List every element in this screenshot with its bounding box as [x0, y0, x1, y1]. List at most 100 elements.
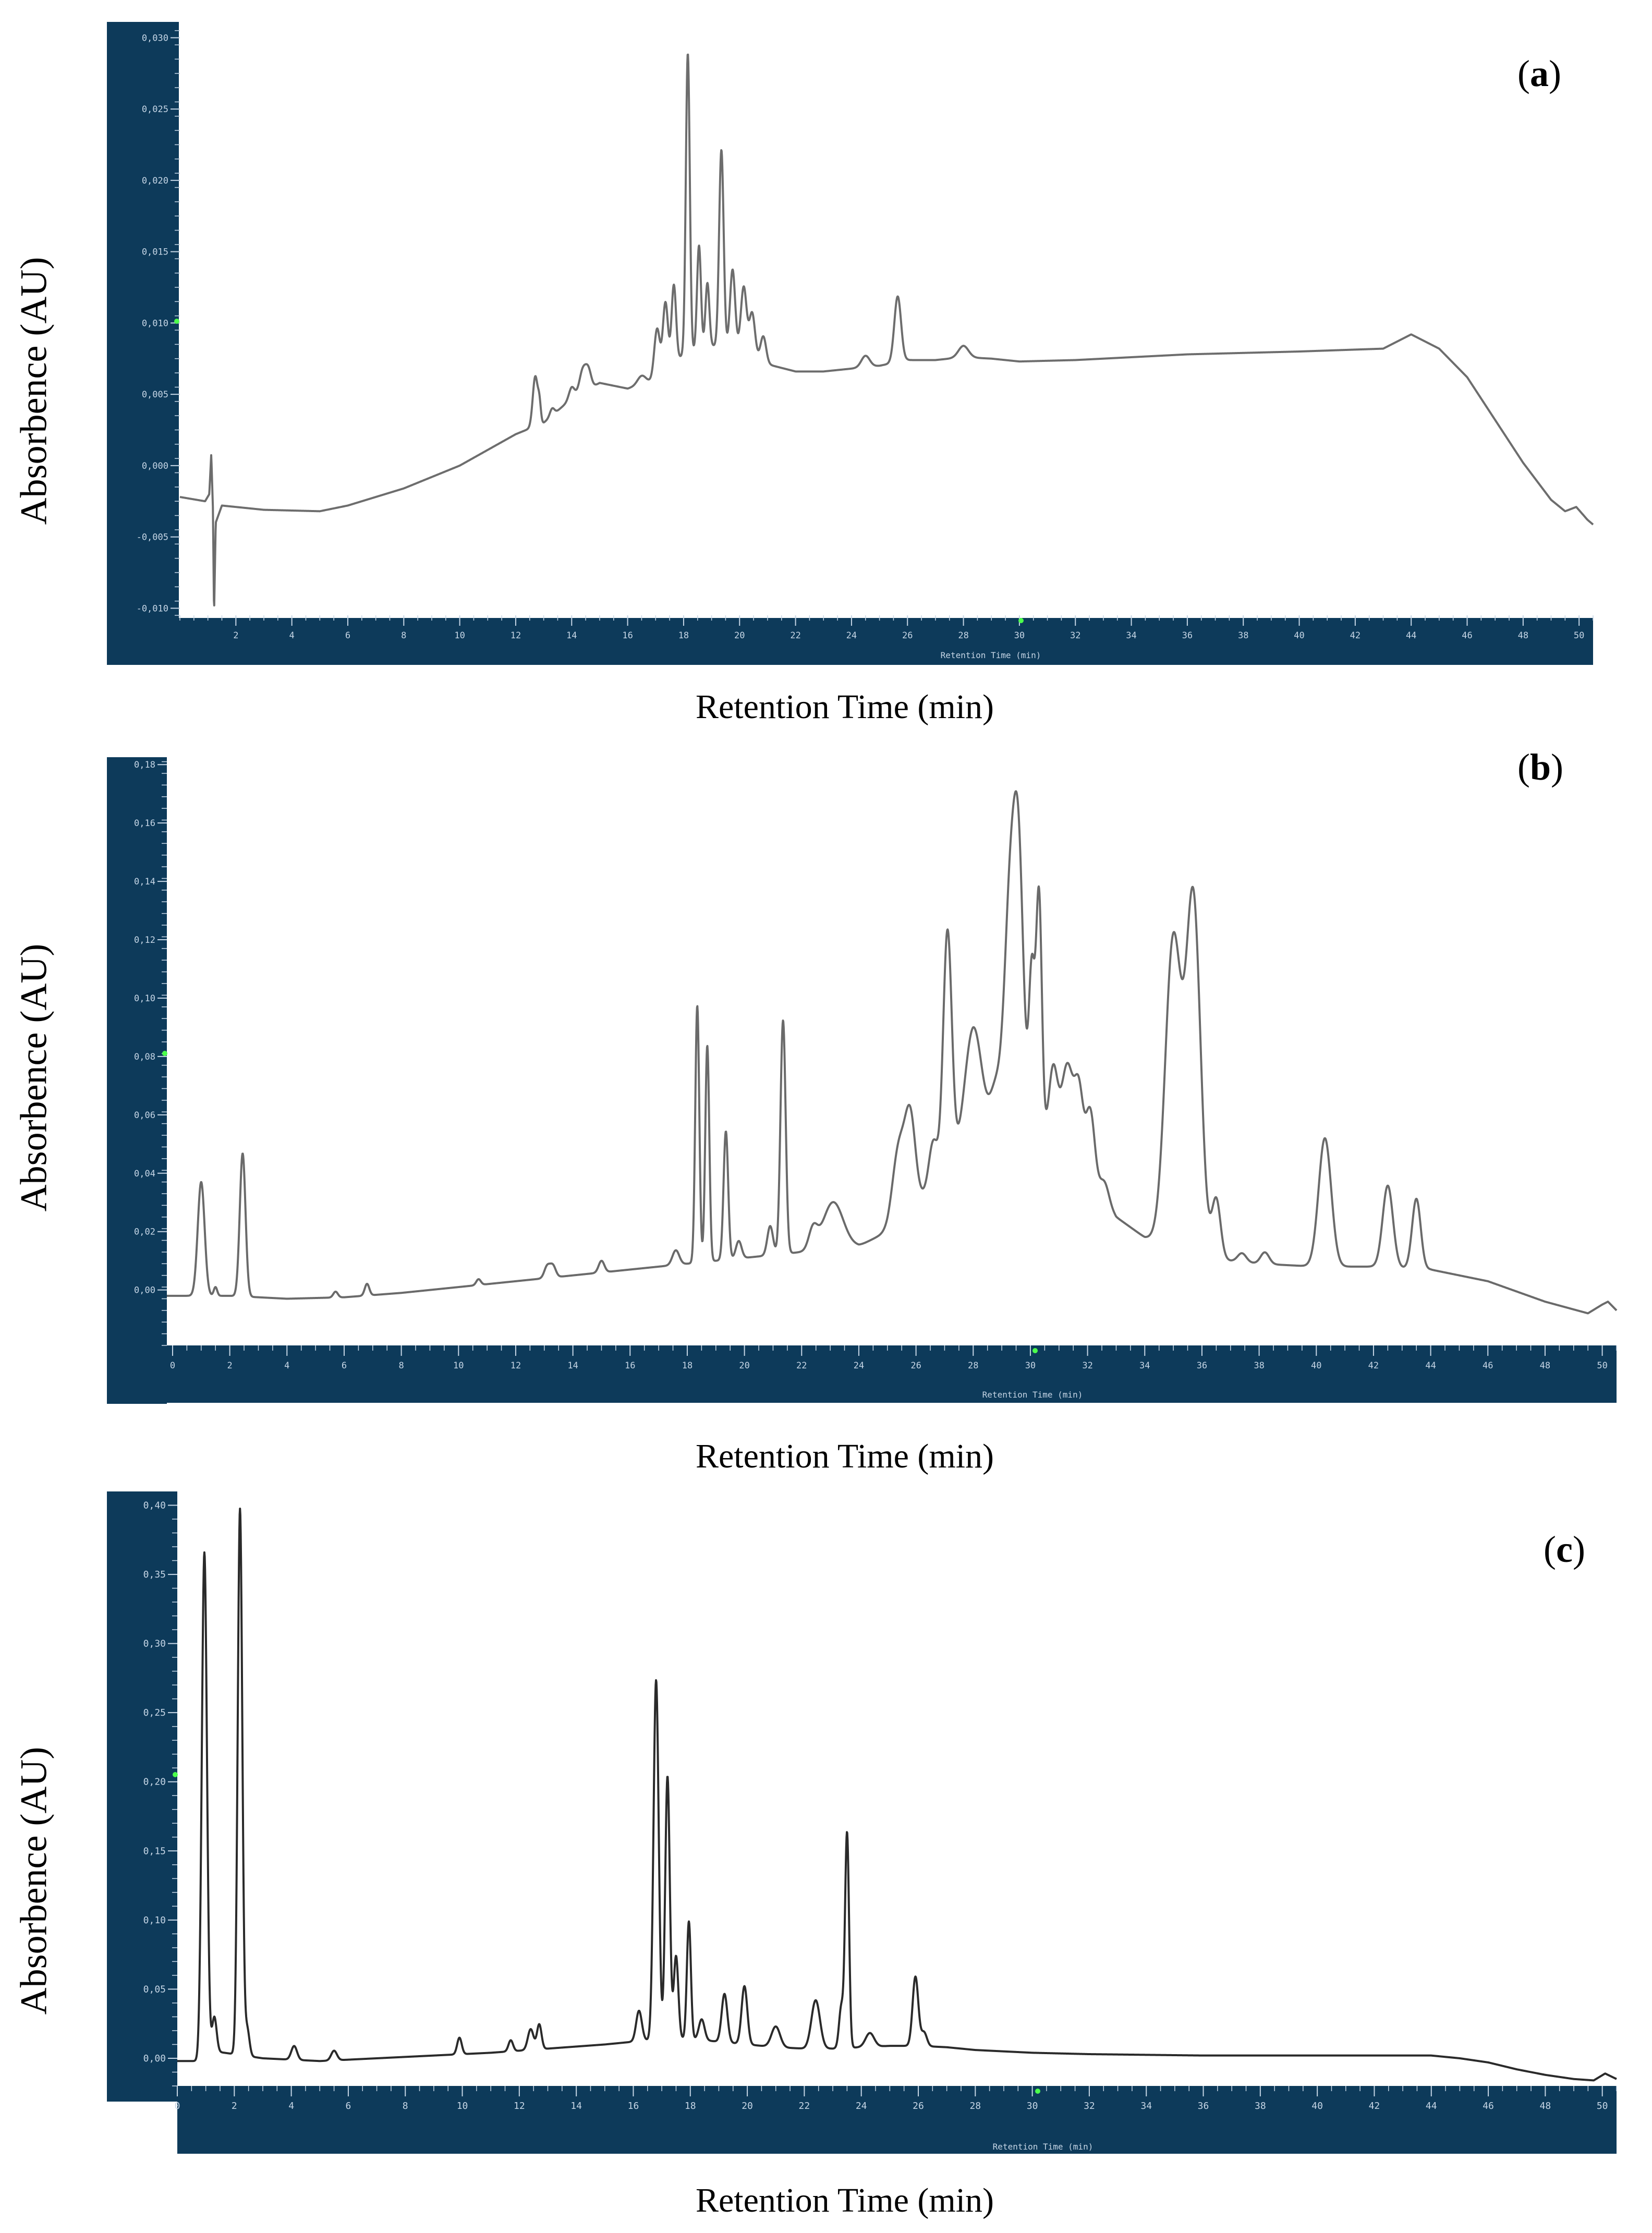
y-tick-label-c: 0,35 — [143, 1569, 166, 1580]
x-tick-label-c: 32 — [1084, 2101, 1095, 2111]
x-tick-label-b: 6 — [342, 1361, 347, 1371]
chromatogram-trace-c — [176, 1508, 1618, 2082]
x-tick-label-a: 30 — [1014, 630, 1025, 641]
x-tick-label-a: 4 — [289, 630, 295, 641]
x-tick-label-b: 26 — [910, 1361, 921, 1371]
x-cursor-marker-a — [1018, 618, 1024, 623]
x-tick-label-b: 22 — [796, 1361, 807, 1371]
y-cursor-marker-a — [174, 319, 179, 324]
y-tick-label-a: 0,005 — [142, 390, 168, 400]
x-tick-label-c: 46 — [1483, 2101, 1494, 2111]
x-tick-label-b: 40 — [1311, 1361, 1321, 1371]
y-tick-label-a: 0,030 — [142, 33, 168, 43]
y-tick-label-a: -0,010 — [137, 603, 168, 614]
chart-a: -0,010 -0,005 0,000 0,005 0,010 0,015 0,020 0,0… — [107, 22, 1594, 665]
x-tick-label-b: 4 — [284, 1361, 289, 1371]
x-cursor-marker-c — [1035, 2089, 1040, 2094]
x-tick-label-c: 28 — [969, 2101, 981, 2111]
x-tick-label-b: 16 — [625, 1361, 635, 1371]
x-tick-label-b: 44 — [1425, 1361, 1436, 1371]
x-tick-label-a: 12 — [511, 630, 521, 641]
x-tick-label-a: 24 — [846, 630, 857, 641]
y-tick-label-c: 0,20 — [143, 1777, 166, 1788]
panel-a: -0,010 -0,005 0,000 0,005 0,010 0,015 0,020 0,0… — [0, 0, 1652, 730]
x-tick-label-c: 14 — [570, 2101, 582, 2111]
y-tick-label-b: 0,14 — [134, 877, 155, 887]
panel-letter-b: b — [1529, 746, 1551, 788]
x-tick-label-c: 30 — [1027, 2101, 1038, 2111]
y-tick-label-a: 0,015 — [142, 247, 168, 258]
x-axis-band-b — [107, 1345, 1617, 1403]
x-tick-label-b: 18 — [682, 1361, 693, 1371]
chromatogram-trace-b — [166, 790, 1618, 1315]
x-tick-label-c: 24 — [856, 2101, 867, 2111]
x-axis-label-c: Retention Time (min) — [695, 2181, 994, 2219]
x-tick-label-a: 10 — [454, 630, 465, 641]
x-tick-label-b: 32 — [1082, 1361, 1092, 1371]
x-axis-band-a — [107, 618, 1593, 665]
y-tick-label-b: 0,12 — [134, 935, 155, 945]
x-axis-label-a: Retention Time (min) — [695, 688, 994, 726]
x-tick-label-a: 44 — [1406, 630, 1416, 641]
x-tick-label-c: 42 — [1369, 2101, 1380, 2111]
x-tick-label-c: 22 — [799, 2101, 810, 2111]
x-tick-label-c: 4 — [288, 2101, 294, 2111]
x-tick-label-c: 6 — [345, 2101, 351, 2111]
x-tick-label-b: 28 — [968, 1361, 978, 1371]
x-tick-label-a: 16 — [622, 630, 633, 641]
inner-x-title-a: Retention Time (min) — [941, 650, 1041, 660]
x-tick-label-b: 36 — [1197, 1361, 1207, 1371]
x-tick-label-a: 18 — [678, 630, 689, 641]
chromatogram-trace-a — [179, 53, 1594, 606]
inner-x-title-b: Retention Time (min) — [982, 1390, 1083, 1400]
x-axis-band-c — [177, 2086, 1617, 2154]
y-tick-label-b: 0,18 — [134, 760, 155, 770]
y-tick-label-b: 0,08 — [134, 1052, 155, 1062]
x-tick-label-b: 50 — [1597, 1361, 1607, 1371]
x-tick-label-b: 42 — [1368, 1361, 1379, 1371]
y-minor-ticks-b — [162, 761, 167, 1346]
y-tick-label-a: 0,020 — [142, 176, 168, 186]
x-tick-label-a: 34 — [1126, 630, 1136, 641]
x-tick-label-a: 14 — [566, 630, 577, 641]
x-tick-label-b: 30 — [1025, 1361, 1036, 1371]
y-axis-label-b: Absorbence (AU) — [13, 943, 55, 1212]
chart-c: 0,000,050,100,150,200,250,300,350,400 2 4 6… — [107, 1491, 1618, 2154]
x-tick-label-a: 2 — [233, 630, 238, 641]
y-tick-label-b: 0,06 — [134, 1110, 155, 1121]
x-tick-label-a: 26 — [902, 630, 913, 641]
x-tick-label-b: 12 — [511, 1361, 521, 1371]
x-tick-label-c: 48 — [1540, 2101, 1551, 2111]
x-tick-label-a: 40 — [1294, 630, 1304, 641]
panel-letter-a: a — [1529, 53, 1549, 94]
x-tick-label-a: 32 — [1070, 630, 1080, 641]
x-tick-label-c: 2 — [232, 2101, 237, 2111]
y-tick-label-b: 0,16 — [134, 818, 155, 829]
y-tick-label-b: 0,04 — [134, 1169, 155, 1179]
x-tick-label-c: 20 — [742, 2101, 753, 2111]
x-tick-label-c: 18 — [685, 2101, 696, 2111]
y-minor-ticks-a — [175, 30, 180, 616]
x-tick-label-b: 10 — [453, 1361, 464, 1371]
x-tick-label-c: 26 — [913, 2101, 924, 2111]
panel-label-c: (c) — [1544, 1528, 1585, 1570]
x-tick-label-c: 50 — [1597, 2101, 1608, 2111]
y-tick-label-c: 0,15 — [143, 1846, 166, 1856]
x-tick-label-b: 46 — [1483, 1361, 1493, 1371]
y-tick-label-c: 0,30 — [143, 1639, 166, 1649]
y-axis-band-a — [107, 22, 179, 663]
y-tick-label-c: 0,40 — [143, 1500, 166, 1511]
y-tick-label-c: 0,25 — [143, 1707, 166, 1718]
y-cursor-marker-c — [173, 1772, 178, 1777]
y-tick-label-a: -0,005 — [137, 532, 168, 543]
x-tick-label-b: 0 — [170, 1361, 175, 1371]
x-tick-label-c: 8 — [403, 2101, 408, 2111]
y-tick-label-c: 0,10 — [143, 1915, 166, 1926]
x-tick-label-c: 34 — [1140, 2101, 1152, 2111]
y-tick-label-a: 0,025 — [142, 104, 168, 115]
y-tick-label-a: 0,010 — [142, 318, 168, 329]
x-tick-label-b: 38 — [1254, 1361, 1264, 1371]
x-tick-label-c: 38 — [1255, 2101, 1266, 2111]
x-tick-label-c: 0 — [175, 2101, 180, 2111]
y-tick-label-c: 0,00 — [143, 2053, 166, 2064]
